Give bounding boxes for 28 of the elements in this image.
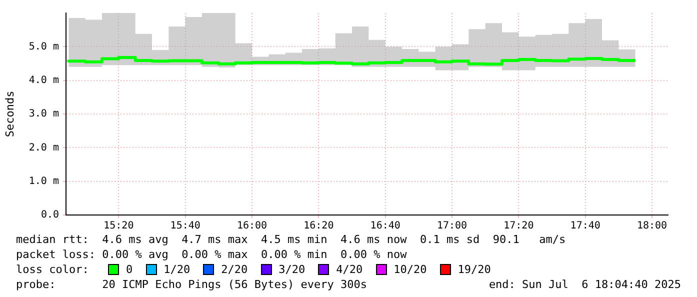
x-tick-label: 17:00 xyxy=(436,220,468,232)
y-tick-label: 4.0 m xyxy=(28,74,59,86)
x-tick-label: 17:20 xyxy=(504,220,534,232)
legend-label: 19/20 xyxy=(456,262,491,277)
x-tick-label: 16:40 xyxy=(370,220,400,232)
x-tick-label: 15:20 xyxy=(104,220,134,232)
x-tick-label: 17:40 xyxy=(570,220,600,232)
x-tick-label: 18:00 xyxy=(636,220,668,232)
legend-label: 3/20 xyxy=(278,262,306,277)
x-tick-label: 15:40 xyxy=(170,220,200,232)
y-tick-label: 0.0 xyxy=(40,210,59,221)
y-tick-label: 1.0 m xyxy=(28,176,59,187)
text: probe: 20 ICMP Echo Pings (56 Bytes) every 300s xyxy=(16,277,367,292)
y-axis-title: Seconds xyxy=(3,90,16,138)
legend-label: 2/20 xyxy=(220,262,248,277)
x-tick-label: 16:20 xyxy=(304,220,334,232)
y-tick-label: 5.0 m xyxy=(28,41,59,52)
y-tick-label: 3.0 m xyxy=(28,108,59,120)
legend-title: loss color: xyxy=(16,262,90,277)
legend-label: 10/20 xyxy=(392,262,427,277)
y-tick-label: 2.0 m xyxy=(28,142,59,154)
legend-label: 0 xyxy=(125,262,133,277)
legend-label: 4/20 xyxy=(335,262,363,277)
x-tick-label: 16:00 xyxy=(236,220,268,232)
text: packet loss: 0.00 % avg 0.00 % max 0.00 % min 0.00 % now xyxy=(16,247,408,262)
legend-label: 1/20 xyxy=(162,262,190,277)
text: end: Sun Jul 6 18:04:40 2025 xyxy=(488,277,681,292)
text: median rtt: 4.6 ms avg 4.7 ms max 4.5 ms min 4.6 ms now 0.1 ms sd 90.1 am/s xyxy=(16,232,567,247)
